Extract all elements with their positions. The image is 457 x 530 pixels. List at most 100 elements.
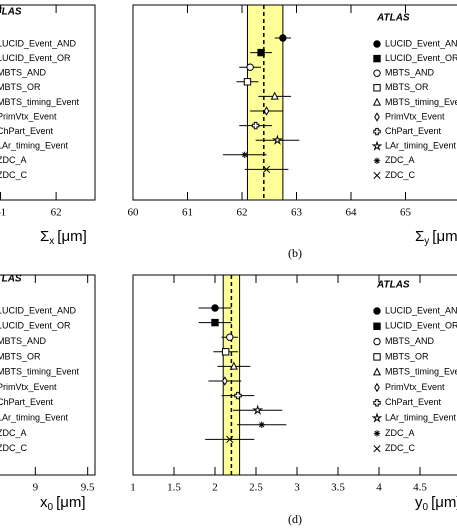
marker xyxy=(222,376,228,386)
marker xyxy=(243,78,252,86)
x-axis-label: y0[μm] xyxy=(415,494,457,513)
legend-label: ZDC_A xyxy=(385,155,415,165)
marker xyxy=(373,69,381,77)
x-axis-label-part: Σ xyxy=(415,228,424,245)
marker xyxy=(373,399,381,407)
legend-label: ZDC_A xyxy=(385,428,415,438)
legend-label: PrimVtx_Event xyxy=(0,111,57,121)
legend-label: MBTS_timing_Event xyxy=(0,97,80,107)
legend-label: MBTS_AND xyxy=(0,336,47,346)
x-axis-label-part: Σ xyxy=(40,228,49,245)
marker xyxy=(373,54,381,63)
marker xyxy=(262,165,271,173)
x-axis-label-part: y xyxy=(415,494,423,511)
marker xyxy=(373,307,381,315)
legend-label: MBTS_AND xyxy=(385,336,435,346)
x-tick-label: 61 xyxy=(182,207,193,219)
x-axis-label: x0 [μm] xyxy=(40,494,86,513)
x-axis-label: Σx [μm] xyxy=(40,228,87,247)
x-tick-label: 2 xyxy=(212,482,218,494)
x-axis-label-part: x xyxy=(49,236,54,247)
legend-label: ZDC_C xyxy=(0,170,28,180)
panel: 60 61 62 63 64 65 ATLAS Σy[μm] (b) LUCID_Event_AN… xyxy=(128,4,457,260)
marker xyxy=(226,435,234,443)
marker xyxy=(234,391,242,400)
legend-label: MBTS_timing_Event xyxy=(0,367,80,377)
legend-label: PrimVtx_Event xyxy=(0,382,57,392)
marker xyxy=(221,348,230,356)
legend-label: ZDC_A xyxy=(0,428,27,438)
x-tick-label: 9.5 xyxy=(81,482,95,494)
legend-label: LUCID_Event_OR xyxy=(0,321,71,331)
x-axis-label-part: [μm] xyxy=(57,228,86,245)
legend-label: LAr_timing_Event xyxy=(0,412,69,422)
panel: 9 9.5 ATLAS x0[μm] LUCID_Event_AND LUCID_Even… xyxy=(0,274,96,513)
marker xyxy=(374,382,380,393)
x-axis-label-part: 0 xyxy=(48,502,54,513)
panel: 61 62 ATLAS Σx[μm] LUCID_Event_AND LUCID_Even… xyxy=(0,4,96,247)
frame xyxy=(0,274,96,476)
marker xyxy=(371,140,383,151)
caption: (b) xyxy=(288,246,302,260)
x-axis-label-part: x xyxy=(40,494,48,511)
caption: (d) xyxy=(288,512,302,526)
x-tick-label: 65 xyxy=(400,207,412,219)
x-tick-label: 64 xyxy=(346,207,358,219)
legend-label: ZDC_A xyxy=(0,155,27,165)
marker xyxy=(373,157,381,164)
legend-label: MBTS_OR xyxy=(385,82,429,92)
marker xyxy=(226,333,234,341)
legend-label: LUCID_Event_AND xyxy=(385,38,457,48)
legend-label: LUCID_Event_OR xyxy=(0,53,71,63)
marker xyxy=(211,304,219,312)
x-axis-label-part: [μm] xyxy=(56,494,85,511)
legend-label: LAr_timing_Event xyxy=(385,141,457,151)
marker xyxy=(373,337,381,346)
marker xyxy=(372,367,382,376)
marker xyxy=(374,112,380,122)
marker xyxy=(241,151,248,158)
x-axis-label-part: y xyxy=(424,236,429,247)
marker xyxy=(258,421,265,428)
legend-label: MBTS_AND xyxy=(385,68,435,78)
marker xyxy=(373,353,381,361)
legend-label: ChPart_Event xyxy=(0,397,54,407)
frame xyxy=(0,4,96,201)
atlas-label: ATLAS xyxy=(376,280,410,291)
x-tick-label: 4.5 xyxy=(413,482,427,494)
legend-label: MBTS_OR xyxy=(385,351,429,361)
marker xyxy=(263,106,270,116)
marker xyxy=(373,445,381,453)
legend-label: ChPart_Event xyxy=(385,126,442,136)
marker xyxy=(373,127,381,136)
legend-label: LUCID_Event_OR xyxy=(385,321,457,331)
legend-label: LUCID_Event_AND xyxy=(385,305,457,315)
legend-label: MBTS_OR xyxy=(0,82,41,92)
marker xyxy=(373,84,381,92)
x-tick-label: 61 xyxy=(0,207,6,219)
legend-label: PrimVtx_Event xyxy=(385,382,445,392)
legend-label: LUCID_Event_AND xyxy=(0,305,77,315)
x-tick-label: 63 xyxy=(291,207,303,219)
legend-label: MBTS_timing_Event xyxy=(385,97,457,107)
x-tick-label: 1.5 xyxy=(167,482,181,494)
marker xyxy=(257,48,265,57)
x-tick-label: 9 xyxy=(33,482,39,494)
legend-label: ZDC_C xyxy=(385,170,416,180)
marker xyxy=(271,134,283,145)
x-tick-label: 62 xyxy=(237,207,248,219)
marker xyxy=(270,91,279,100)
legend-label: LAr_timing_Event xyxy=(0,141,69,151)
x-axis-label-part: [μm] xyxy=(432,228,457,245)
marker xyxy=(373,322,381,331)
x-tick-label: 62 xyxy=(51,207,62,219)
legend-label: MBTS_AND xyxy=(0,68,47,78)
marker xyxy=(373,430,381,437)
legend-label: LAr_timing_Event xyxy=(385,412,457,422)
legend-label: MBTS_timing_Event xyxy=(385,367,457,377)
legend-label: LUCID_Event_AND xyxy=(0,38,77,48)
legend-label: MBTS_OR xyxy=(0,351,41,361)
marker xyxy=(252,404,264,415)
x-axis-label-part: 0 xyxy=(423,502,429,513)
